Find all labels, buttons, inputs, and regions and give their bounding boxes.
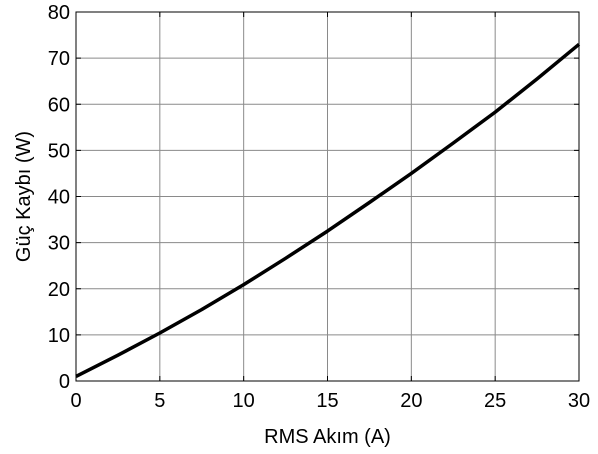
y-tick-label: 10 (48, 325, 70, 347)
y-tick-label: 20 (48, 279, 70, 301)
y-axis-title: Güç Kaybı (W) (13, 131, 35, 262)
data-series (75, 42, 581, 378)
series-line (75, 42, 581, 378)
y-tick-label: 70 (48, 48, 70, 70)
x-axis-title: RMS Akım (A) (264, 426, 391, 448)
grid-lines (76, 12, 579, 381)
y-tick-label: 80 (48, 2, 70, 24)
x-tick-label: 5 (154, 390, 165, 412)
x-tick-label: 15 (316, 390, 338, 412)
y-tick-label: 30 (48, 233, 70, 255)
y-tick-label: 60 (48, 94, 70, 116)
y-tick-label: 0 (59, 371, 70, 393)
y-tick-label: 40 (48, 187, 70, 209)
y-tick-label: 50 (48, 140, 70, 162)
x-tick-label: 25 (484, 390, 506, 412)
x-tick-label: 30 (568, 390, 590, 412)
x-tick-label: 20 (400, 390, 422, 412)
axis-ticks: 0 5 10 15 20 25 30 0 10 20 30 40 50 60 70 80 (48, 2, 590, 412)
x-tick-label: 10 (233, 390, 255, 412)
x-tick-label: 0 (70, 390, 81, 412)
